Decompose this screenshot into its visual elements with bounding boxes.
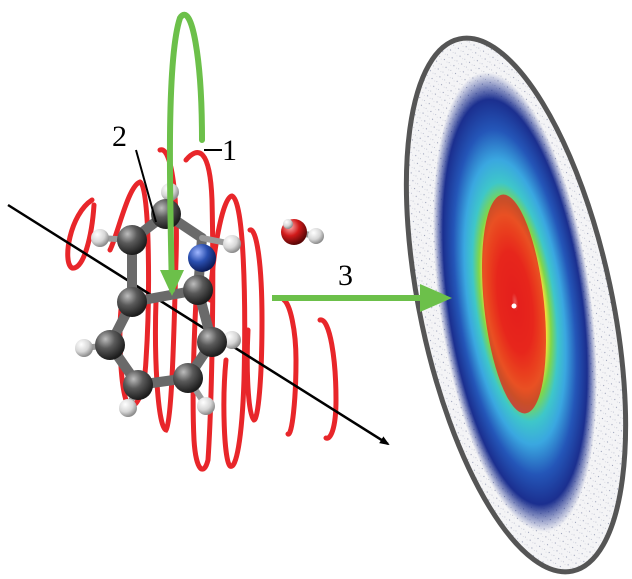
carbon-atom: [197, 327, 227, 357]
carbon-atom: [117, 287, 147, 317]
carbon-atom: [117, 225, 147, 255]
label-three: 3: [338, 259, 353, 292]
label-two-leader: [135, 149, 157, 223]
hydrogen-atom: [223, 235, 241, 253]
detector-image: [403, 35, 629, 575]
label-one: 1: [222, 134, 237, 167]
transfer-arrow: [272, 284, 452, 312]
hydrogen-atom: [308, 228, 324, 244]
indole-water-cluster-icon: [75, 183, 324, 417]
carbon-atom: [95, 330, 125, 360]
carbon-atom: [151, 199, 181, 229]
hydrogen-atom: [283, 219, 293, 229]
detector-rim: [403, 35, 629, 575]
carbon-atom: [173, 363, 203, 393]
velocity-map-center: [511, 303, 517, 309]
hydrogen-atom: [223, 331, 241, 349]
probe-arrow: [160, 12, 205, 296]
water-molecule: [281, 219, 324, 245]
label-two: 2: [112, 120, 127, 153]
hydrogen-atom: [197, 397, 215, 415]
carbon-atom: [183, 275, 213, 305]
axis-arrow: [7, 203, 390, 446]
carbon-atom: [123, 370, 153, 400]
nitrogen-atom: [188, 244, 216, 272]
hydrogen-atom: [91, 229, 109, 247]
hydrogen-atom: [75, 339, 93, 357]
hydrogen-atom: [119, 399, 137, 417]
